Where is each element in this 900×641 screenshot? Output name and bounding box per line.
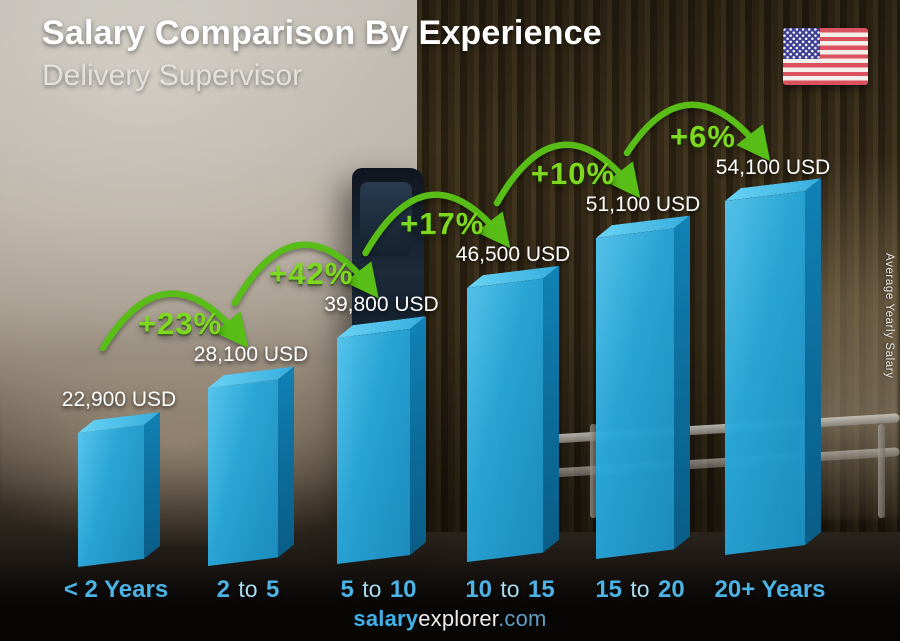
- bar-value-label: 39,800 USD: [324, 293, 439, 316]
- x-axis-label-part: 15: [595, 576, 623, 603]
- x-axis-label: 20+ Years: [714, 576, 826, 603]
- site-brand: salaryexplorer.com: [0, 606, 900, 632]
- bar-front-face: [596, 228, 674, 560]
- brand-domain: .com: [498, 606, 547, 631]
- pct-change-label: +42%: [269, 256, 354, 291]
- header: Salary Comparison By Experience Delivery…: [42, 14, 602, 93]
- bar-front-face: [725, 191, 805, 555]
- pct-change-label: +6%: [670, 119, 736, 154]
- bar-front-face: [337, 329, 410, 564]
- x-axis-label: 2 to 5: [217, 576, 280, 604]
- x-axis-label-part: 5: [265, 576, 280, 603]
- pct-change-label: +10%: [530, 156, 616, 191]
- bottom-vignette: [0, 561, 900, 641]
- x-axis-label: < 2 Years: [63, 576, 169, 603]
- bar: [596, 215, 690, 560]
- y-axis-label: Average Yearly Salary: [883, 253, 895, 379]
- bar-front-face: [78, 424, 144, 567]
- brand-salary: salary: [353, 606, 419, 631]
- x-axis-label: 10 to 15: [465, 576, 554, 604]
- bar: [78, 412, 160, 567]
- us-flag-icon: [783, 28, 868, 85]
- x-axis-label: 5 to 10: [340, 576, 416, 604]
- bar-value-label: 22,900 USD: [61, 388, 177, 411]
- guardrail-post: [590, 424, 597, 518]
- bar-side-face: [410, 316, 426, 555]
- bar-front-face: [208, 379, 278, 566]
- x-axis-label-part: 10: [389, 576, 417, 603]
- x-axis-label-part: 15: [527, 576, 555, 603]
- page-subtitle: Delivery Supervisor: [42, 59, 303, 92]
- x-axis-label-part: to: [355, 576, 388, 602]
- bar-value-label: 28,100 USD: [193, 343, 309, 366]
- bar-front-face: [467, 278, 543, 562]
- bar-value-label: 54,100 USD: [715, 156, 831, 179]
- bar: [725, 178, 821, 555]
- bar-side-face: [674, 215, 690, 549]
- bar-side-face: [144, 412, 160, 559]
- bar-value-label: 51,100 USD: [585, 193, 701, 216]
- x-axis-label-part: 10: [465, 576, 493, 603]
- x-axis-label-part: to: [232, 576, 264, 602]
- x-axis-label-part: 20: [657, 576, 685, 603]
- x-axis-label-part: to: [494, 576, 526, 602]
- guardrail-post: [878, 424, 885, 518]
- bar-value-label: 46,500 USD: [455, 243, 571, 266]
- bar-side-face: [543, 266, 559, 553]
- x-axis-label-part: 2: [216, 576, 231, 603]
- brand-explorer: explorer: [418, 606, 499, 631]
- bar-side-face: [278, 366, 294, 557]
- bar: [467, 266, 559, 562]
- bar-side-face: [805, 178, 821, 545]
- pct-change-label: +23%: [137, 306, 223, 341]
- bar: [337, 316, 426, 564]
- us-flag-canton: [783, 28, 820, 59]
- pct-change-label: +17%: [400, 206, 485, 241]
- x-axis-label-part: to: [624, 576, 656, 602]
- x-axis-label: 15 to 20: [595, 576, 684, 604]
- page-title: Salary Comparison By Experience: [42, 14, 602, 52]
- bar: [208, 366, 294, 566]
- x-axis-label-part: 5: [340, 576, 354, 603]
